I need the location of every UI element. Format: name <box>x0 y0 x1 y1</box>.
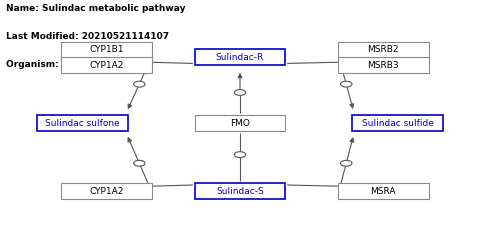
Circle shape <box>133 81 145 87</box>
Text: Organism: Bos taurus: Organism: Bos taurus <box>6 60 117 69</box>
Text: CYP1A2: CYP1A2 <box>89 187 123 196</box>
Text: MSRA: MSRA <box>371 187 396 196</box>
Text: Sulindac-S: Sulindac-S <box>216 187 264 196</box>
Bar <box>195 115 285 131</box>
Text: FMO: FMO <box>230 119 250 127</box>
Text: Last Modified: 20210521114107: Last Modified: 20210521114107 <box>6 32 169 41</box>
Text: Sulindac sulfide: Sulindac sulfide <box>361 119 433 127</box>
Text: Name: Sulindac metabolic pathway: Name: Sulindac metabolic pathway <box>6 4 186 13</box>
Text: Sulindac sulfone: Sulindac sulfone <box>45 119 120 127</box>
Text: MSRB2: MSRB2 <box>367 45 399 54</box>
Text: MSRB3: MSRB3 <box>367 61 399 70</box>
Circle shape <box>340 160 352 166</box>
Bar <box>37 115 128 131</box>
Text: Sulindac-R: Sulindac-R <box>216 53 264 62</box>
Circle shape <box>234 152 246 157</box>
Bar <box>338 183 429 199</box>
Bar <box>338 42 429 73</box>
Bar <box>195 49 285 65</box>
Bar <box>195 183 285 199</box>
Circle shape <box>234 90 246 95</box>
Bar <box>61 183 152 199</box>
Text: CYP1B1: CYP1B1 <box>89 45 124 54</box>
Circle shape <box>133 160 145 166</box>
Circle shape <box>340 81 352 87</box>
Bar <box>352 115 443 131</box>
Text: CYP1A2: CYP1A2 <box>89 61 123 70</box>
Bar <box>61 42 152 73</box>
